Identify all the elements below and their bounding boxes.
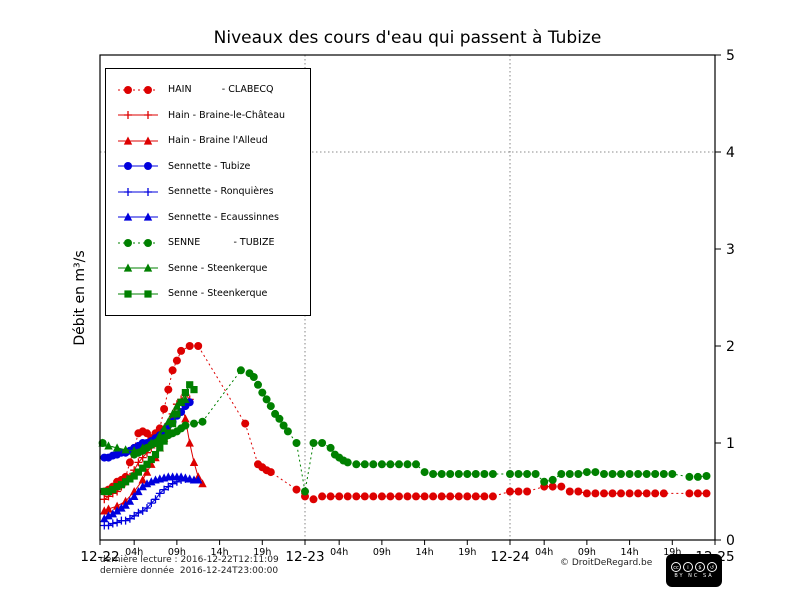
svg-text:3: 3 <box>726 242 735 258</box>
cc-license-caption: BY NC SA <box>674 573 714 579</box>
series-0 <box>100 342 711 504</box>
svg-text:19h: 19h <box>253 547 271 558</box>
legend-item: Senne - Steenkerque <box>112 281 304 307</box>
legend-item: Senne - Steenkerque <box>112 256 304 282</box>
plus-marker-icon <box>118 187 158 196</box>
legend-label: Sennette - Ecaussinnes <box>168 211 279 223</box>
series-4 <box>100 474 190 530</box>
y-axis: 0 1 2 3 4 5 <box>715 48 735 549</box>
cc-icon: i <box>683 562 693 572</box>
legend-label: Hain - Braine-le-Château <box>168 109 286 121</box>
svg-text:19h: 19h <box>458 547 476 558</box>
svg-text:04h: 04h <box>125 547 143 558</box>
legend-item: Sennette - Tubize <box>112 154 304 180</box>
cc-license-badge: cc i $ ↺ BY NC SA <box>666 554 722 587</box>
last-data-note: dernière donnée 2016-12-24T23:00:00 <box>100 566 279 576</box>
svg-text:5: 5 <box>726 48 735 64</box>
copyright-text: © DroitDeRegard.be <box>560 558 653 568</box>
svg-text:09h: 09h <box>578 547 596 558</box>
plot-frame <box>99 54 716 541</box>
svg-text:09h: 09h <box>168 547 186 558</box>
chart-title: Niveaux des cours d'eau qui passent à Tu… <box>213 28 602 48</box>
legend-item: HAIN - CLABECQ <box>112 77 304 103</box>
svg-text:1: 1 <box>726 436 735 452</box>
legend: HAIN - CLABECQ Hain - Braine-le-Château Ha… <box>105 68 311 316</box>
svg-text:14h: 14h <box>621 547 639 558</box>
y-axis-label: Débit en m³/s <box>72 250 88 346</box>
svg-text:4: 4 <box>726 145 735 161</box>
svg-text:04h: 04h <box>330 547 348 558</box>
series-8 <box>100 381 198 496</box>
legend-item: SENNE - TUBIZE <box>112 230 304 256</box>
svg-text:14h: 14h <box>416 547 434 558</box>
svg-text:19h: 19h <box>663 547 681 558</box>
svg-text:12-23: 12-23 <box>285 549 324 565</box>
legend-label: HAIN - CLABECQ <box>168 84 274 96</box>
cc-icon: $ <box>695 562 705 572</box>
cc-license-icons: cc i $ ↺ <box>671 562 717 572</box>
x-axis: 12-22 04h 09h 14h 19h 12-23 04h 09h 14h 19h 12-24 0… <box>80 540 735 565</box>
svg-text:12-24: 12-24 <box>490 549 529 565</box>
legend-label: SENNE - TUBIZE <box>168 237 275 249</box>
svg-text:0: 0 <box>726 533 735 549</box>
circle-marker-icon <box>118 238 158 247</box>
triangle-marker-icon <box>118 212 158 221</box>
series-6 <box>98 366 711 496</box>
last-reading-note: dernière lecture : 2016-12-22T12:11:09 <box>100 555 279 565</box>
circle-marker-icon <box>118 162 158 171</box>
legend-label: Senne - Steenkerque <box>168 288 268 300</box>
cc-icon: cc <box>671 562 681 572</box>
circle-marker-icon <box>118 85 158 94</box>
svg-text:2: 2 <box>726 339 735 355</box>
svg-text:12-22: 12-22 <box>80 549 119 565</box>
legend-label: Hain - Braine l'Alleud <box>168 135 268 147</box>
svg-text:14h: 14h <box>211 547 229 558</box>
triangle-marker-icon <box>118 263 158 272</box>
legend-item: Sennette - Ronquières <box>112 179 304 205</box>
legend-label: Sennette - Tubize <box>168 160 251 172</box>
square-marker-icon <box>118 290 158 298</box>
legend-item: Hain - Braine-le-Château <box>112 103 304 129</box>
legend-label: Sennette - Ronquières <box>168 186 274 198</box>
legend-label: Senne - Steenkerque <box>168 262 268 274</box>
triangle-marker-icon <box>118 136 158 145</box>
cc-icon: ↺ <box>707 562 717 572</box>
plus-marker-icon <box>118 111 158 120</box>
legend-item: Hain - Braine l'Alleud <box>112 128 304 154</box>
svg-text:09h: 09h <box>373 547 391 558</box>
series-5 <box>100 472 203 523</box>
svg-text:04h: 04h <box>535 547 553 558</box>
legend-item: Sennette - Ecaussinnes <box>112 205 304 231</box>
